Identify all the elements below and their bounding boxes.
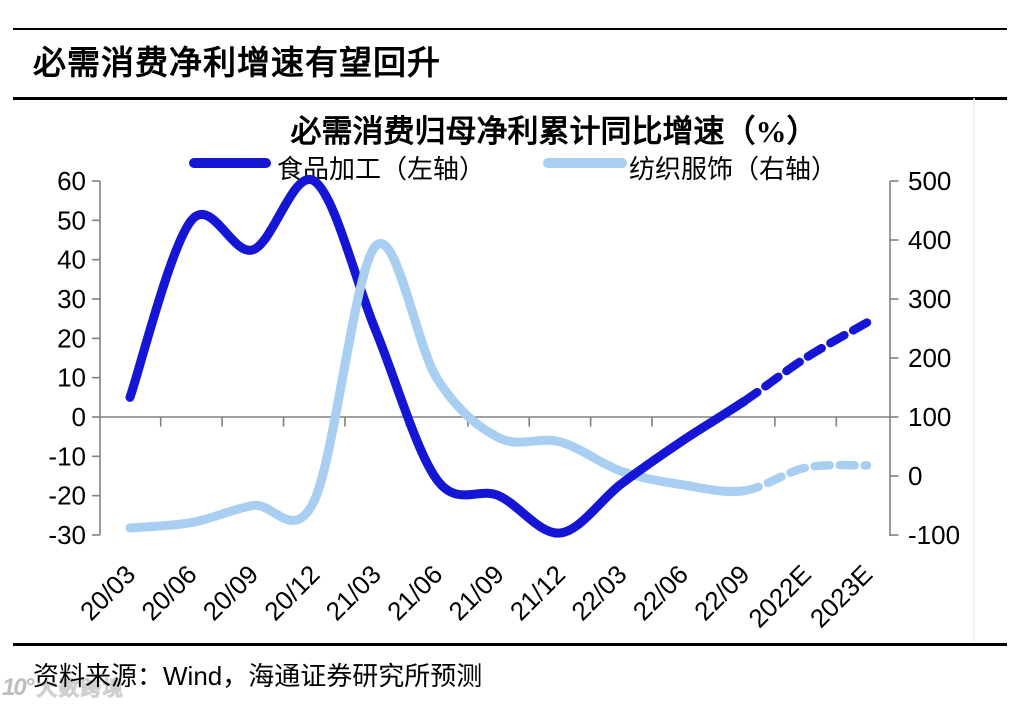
right-axis-label: 400 bbox=[908, 225, 951, 255]
x-axis-label: 21/06 bbox=[381, 559, 448, 626]
left-axis-label: 60 bbox=[57, 166, 86, 196]
x-axis-label: 22/03 bbox=[565, 559, 632, 626]
report-section-title: 必需消费净利增速有望回升 bbox=[33, 46, 441, 82]
footer-divider-rule bbox=[13, 643, 1007, 646]
series-textile-apparel-forecast-dashed bbox=[739, 460, 872, 495]
left-axis-label: 0 bbox=[72, 402, 86, 432]
left-axis-label: 40 bbox=[57, 245, 86, 275]
left-axis-label: 50 bbox=[57, 205, 86, 235]
legend-swatch-food-processing bbox=[189, 158, 271, 168]
left-axis-label: -10 bbox=[48, 441, 86, 471]
watermark-logo: 10° bbox=[2, 674, 34, 701]
left-axis-label: 30 bbox=[57, 284, 86, 314]
series-textile-apparel-overlay bbox=[309, 239, 442, 506]
x-axis-label: 20/12 bbox=[258, 559, 325, 626]
x-axis-label: 21/12 bbox=[504, 559, 571, 626]
top-rule bbox=[13, 28, 1007, 30]
series-food-processing-solid bbox=[125, 175, 749, 538]
source-note: 资料来源：Wind，海通证券研究所预测 bbox=[33, 656, 482, 693]
x-axis-label: 20/06 bbox=[135, 559, 202, 626]
watermark-text: 大数跨境 bbox=[36, 678, 125, 701]
x-axis-label: 22/06 bbox=[627, 559, 694, 626]
source-vendor: Wind bbox=[163, 661, 223, 691]
right-axis-label: 100 bbox=[908, 402, 951, 432]
right-axis-label: -100 bbox=[908, 520, 960, 550]
series-food-processing-forecast-dashed bbox=[739, 318, 872, 406]
x-axis-label: 2022E bbox=[742, 559, 816, 633]
source-suffix: ，海通证券研究所预测 bbox=[222, 662, 483, 691]
x-axis-label: 2023E bbox=[804, 559, 878, 633]
source-prefix: 资料来源： bbox=[33, 662, 164, 691]
x-axis-label: 21/09 bbox=[443, 559, 510, 626]
right-axis-label: 500 bbox=[908, 166, 951, 196]
x-axis-label: 20/09 bbox=[197, 559, 264, 626]
watermark: 10° 大数跨境 bbox=[2, 672, 125, 702]
x-axis-label: 21/03 bbox=[320, 559, 387, 626]
left-axis-label: 10 bbox=[57, 363, 86, 393]
right-axis-label: 0 bbox=[908, 461, 922, 491]
left-axis-label: 20 bbox=[57, 323, 86, 353]
left-axis-label: -20 bbox=[48, 481, 86, 511]
right-axis-label: 300 bbox=[908, 284, 951, 314]
legend-swatch-textile-apparel bbox=[543, 158, 627, 168]
left-axis-label: -30 bbox=[48, 520, 86, 550]
right-axis-label: 200 bbox=[908, 343, 951, 373]
header-divider-rule bbox=[13, 97, 1007, 100]
legend-label-textile-apparel: 纺织服饰（右轴） bbox=[629, 155, 838, 184]
chart-title: 必需消费归母净利累计同比增速（%） bbox=[290, 114, 818, 149]
x-axis-label: 20/03 bbox=[74, 559, 141, 626]
